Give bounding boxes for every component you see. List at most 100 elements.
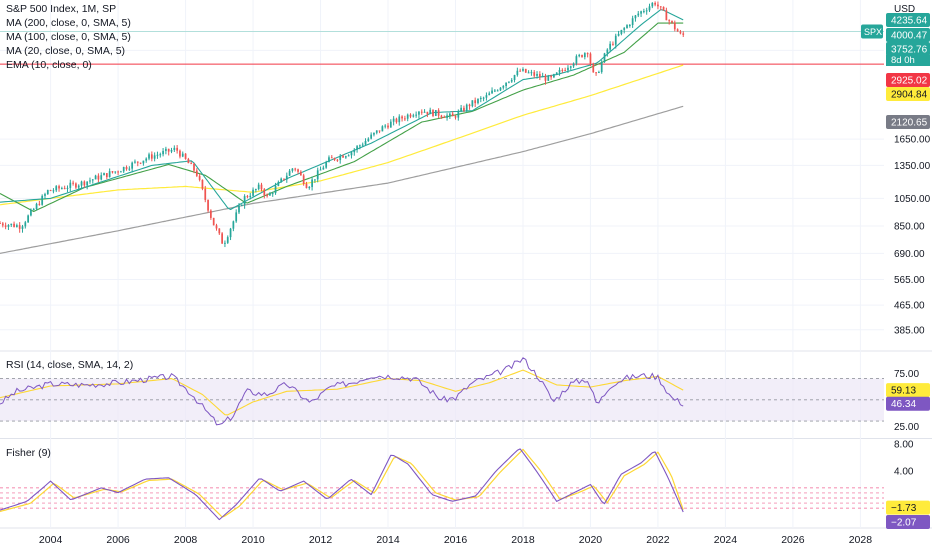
main-price-tag: 2904.84: [886, 87, 930, 101]
ma20-line: [0, 22, 684, 213]
y-tick-label: 1050.00: [894, 194, 931, 205]
candle-body: [367, 138, 370, 142]
x-tick-label: 2016: [444, 534, 468, 546]
candle-body: [229, 228, 232, 238]
x-tick-label: 2026: [781, 534, 805, 546]
main-price-tag-bg: [886, 73, 930, 87]
candle-body: [505, 82, 507, 86]
fisher-pane: [0, 448, 884, 521]
candle-body: [117, 171, 119, 173]
candle-body: [314, 179, 316, 181]
indicator-ma100[interactable]: MA (100, close, 0, SMA, 5): [6, 31, 131, 43]
x-tick-label: 2010: [241, 534, 265, 546]
candle-body: [89, 180, 91, 182]
candle-body: [581, 54, 583, 58]
candle-body: [569, 66, 572, 68]
main-price-tag: 4235.64: [886, 13, 930, 27]
fisher-label[interactable]: Fisher (9): [6, 447, 51, 459]
candle-body: [24, 222, 27, 227]
candle-body: [198, 175, 201, 180]
candle-body: [297, 169, 299, 172]
candle-body: [187, 158, 190, 164]
candle-body: [269, 193, 271, 196]
candle-body: [142, 160, 145, 164]
candle-body: [339, 155, 342, 160]
candle-body: [446, 115, 448, 118]
candle-body: [193, 163, 195, 171]
main-price-tag-text: 2904.84: [891, 90, 928, 101]
indicator-ma200[interactable]: MA (200, close, 0, SMA, 5): [6, 17, 131, 29]
candle-body: [120, 171, 122, 173]
y-tick-label: 385.00: [894, 325, 925, 336]
x-tick-label: 2022: [646, 534, 670, 546]
candle-body: [190, 163, 193, 165]
candle-body: [94, 175, 97, 180]
candle-body: [454, 116, 457, 118]
rsi-line: [0, 357, 684, 426]
candle-body: [299, 171, 302, 176]
main-price-tag: 4000.47: [886, 28, 930, 42]
ma100-line: [0, 64, 684, 206]
y-tick-label: 850.00: [894, 222, 925, 233]
fisher-tick-label: 8.00: [894, 440, 914, 451]
candle-body: [395, 118, 398, 123]
candle-body: [131, 162, 134, 169]
candle-body: [336, 159, 339, 161]
fisher-price-tag-text: −1.73: [891, 503, 917, 514]
candle-body: [111, 171, 114, 173]
candle-body: [1, 223, 4, 226]
candle-body: [7, 225, 10, 227]
candle-body: [401, 116, 403, 119]
candle-body: [302, 175, 305, 184]
main-price-tag-text: 2925.02: [891, 76, 928, 87]
candle-body: [288, 170, 291, 176]
candle-body: [215, 225, 218, 229]
candle-body: [311, 179, 313, 188]
fisher-price-tag-text: −2.07: [891, 517, 917, 528]
indicator-ema10[interactable]: EMA (10, close, 0): [6, 59, 92, 71]
main-price-tag-bg: [886, 28, 930, 42]
candle-body: [77, 185, 80, 188]
candle-body: [589, 53, 592, 64]
candle-body: [600, 62, 603, 73]
candle-body: [586, 53, 589, 55]
candle-body: [176, 147, 179, 151]
candle-body: [499, 87, 502, 91]
candle-body: [645, 10, 648, 12]
candle-body: [156, 154, 159, 156]
rsi-price-tag: 59.13: [886, 383, 930, 398]
candle-body: [384, 125, 387, 127]
candle-body: [347, 155, 350, 157]
candle-body: [159, 154, 162, 156]
chart-title[interactable]: S&P 500 Index, 1M, SP: [6, 3, 117, 15]
main-legend: S&P 500 Index, 1M, SP MA (200, close, 0,…: [6, 2, 131, 72]
candle-body: [145, 158, 148, 161]
rsi-label[interactable]: RSI (14, close, SMA, 14, 2): [6, 359, 134, 371]
candle-body: [52, 190, 55, 192]
candle-body: [420, 111, 423, 113]
candle-body: [308, 187, 311, 189]
candle-body: [555, 72, 558, 75]
indicator-ma20[interactable]: MA (20, close, 0, SMA, 5): [6, 45, 126, 57]
fisher-line: [0, 448, 684, 521]
main-price-tag-bg: [886, 87, 930, 101]
candle-body: [46, 190, 49, 195]
candle-body: [150, 154, 153, 159]
candle-body: [389, 121, 392, 128]
candle-body: [631, 18, 634, 25]
x-tick-label: 2006: [106, 534, 130, 546]
candle-body: [162, 150, 164, 155]
main-price-tag-text: 2120.65: [891, 118, 928, 129]
candle-body: [373, 132, 375, 135]
rsi-pane: [0, 357, 884, 426]
candle-body: [319, 169, 322, 171]
candle-body: [63, 188, 66, 190]
candle-body: [406, 114, 409, 119]
candle-body: [235, 212, 238, 222]
candle-body: [330, 157, 333, 159]
candle-body: [80, 181, 83, 186]
candle-body: [443, 117, 446, 119]
candle-body: [13, 223, 15, 227]
candle-body: [204, 188, 207, 200]
